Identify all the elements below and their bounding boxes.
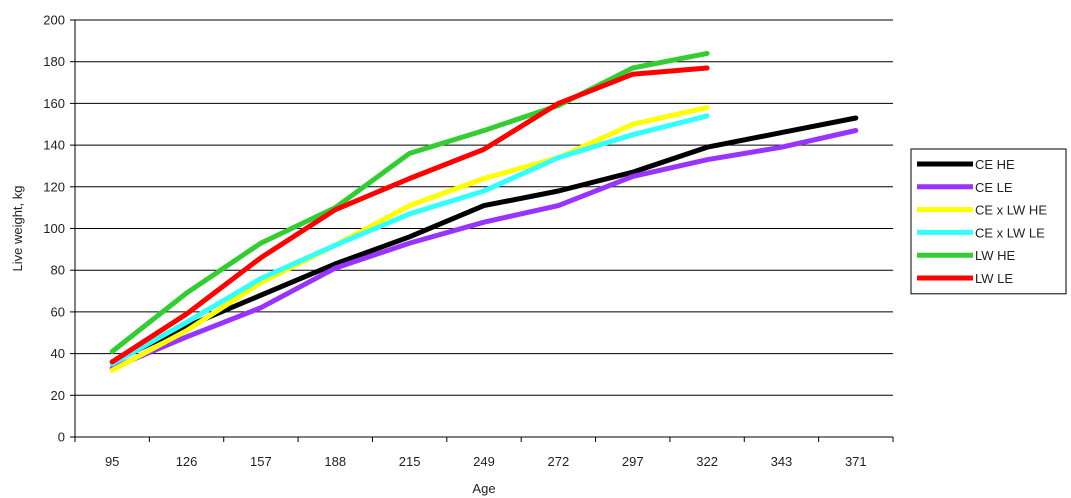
x-tick-label: 272	[548, 454, 570, 469]
x-tick-label: 157	[250, 454, 272, 469]
series-line	[109, 128, 859, 371]
x-tick-label: 322	[696, 454, 718, 469]
x-tick-label: 249	[473, 454, 495, 469]
x-tick-label: 95	[105, 454, 119, 469]
legend-label: LW LE	[975, 271, 1013, 286]
y-tick-label: 140	[43, 138, 65, 153]
y-tick-label: 200	[43, 13, 65, 28]
y-tick-label: 100	[43, 221, 65, 236]
legend-box	[910, 148, 1067, 295]
y-axis-title: Live weight, kg	[10, 186, 25, 272]
y-tick-labels: 0 20 40 60 80 100 120 140 160 180 200	[43, 13, 65, 445]
legend-label: CE LE	[975, 180, 1013, 195]
y-tick-label: 20	[51, 388, 65, 403]
series-line	[109, 113, 710, 367]
x-tick-label: 215	[399, 454, 421, 469]
series-line	[109, 50, 710, 354]
axes	[70, 19, 894, 442]
x-tick-labels: 95 126 157 188 215 249 272 297 322 343 371	[105, 454, 867, 469]
legend-label: CE x LW LE	[975, 225, 1045, 240]
series-line	[109, 65, 710, 365]
y-tick-label: 80	[51, 263, 65, 278]
series-line	[109, 105, 710, 373]
x-tick-label: 343	[771, 454, 793, 469]
x-tick-label: 371	[845, 454, 867, 469]
legend: CE HE CE LE CE x LW HE CE x LW LE LW HE LW LE	[910, 148, 1067, 295]
y-tick-label: 120	[43, 179, 65, 194]
legend-label: LW HE	[975, 248, 1016, 263]
x-tick-label: 297	[622, 454, 644, 469]
y-tick-label: 160	[43, 96, 65, 111]
legend-label: CE x LW HE	[975, 203, 1047, 218]
legend-label: CE HE	[975, 157, 1015, 172]
x-tick-label: 188	[324, 454, 346, 469]
series-line	[109, 115, 859, 365]
y-tick-label: 60	[51, 304, 65, 319]
x-tick-label: 126	[176, 454, 198, 469]
series-lines	[109, 50, 859, 373]
x-axis-title: Age	[472, 481, 495, 496]
y-tick-label: 0	[58, 430, 65, 445]
y-tick-label: 40	[51, 346, 65, 361]
y-tick-label: 180	[43, 54, 65, 69]
